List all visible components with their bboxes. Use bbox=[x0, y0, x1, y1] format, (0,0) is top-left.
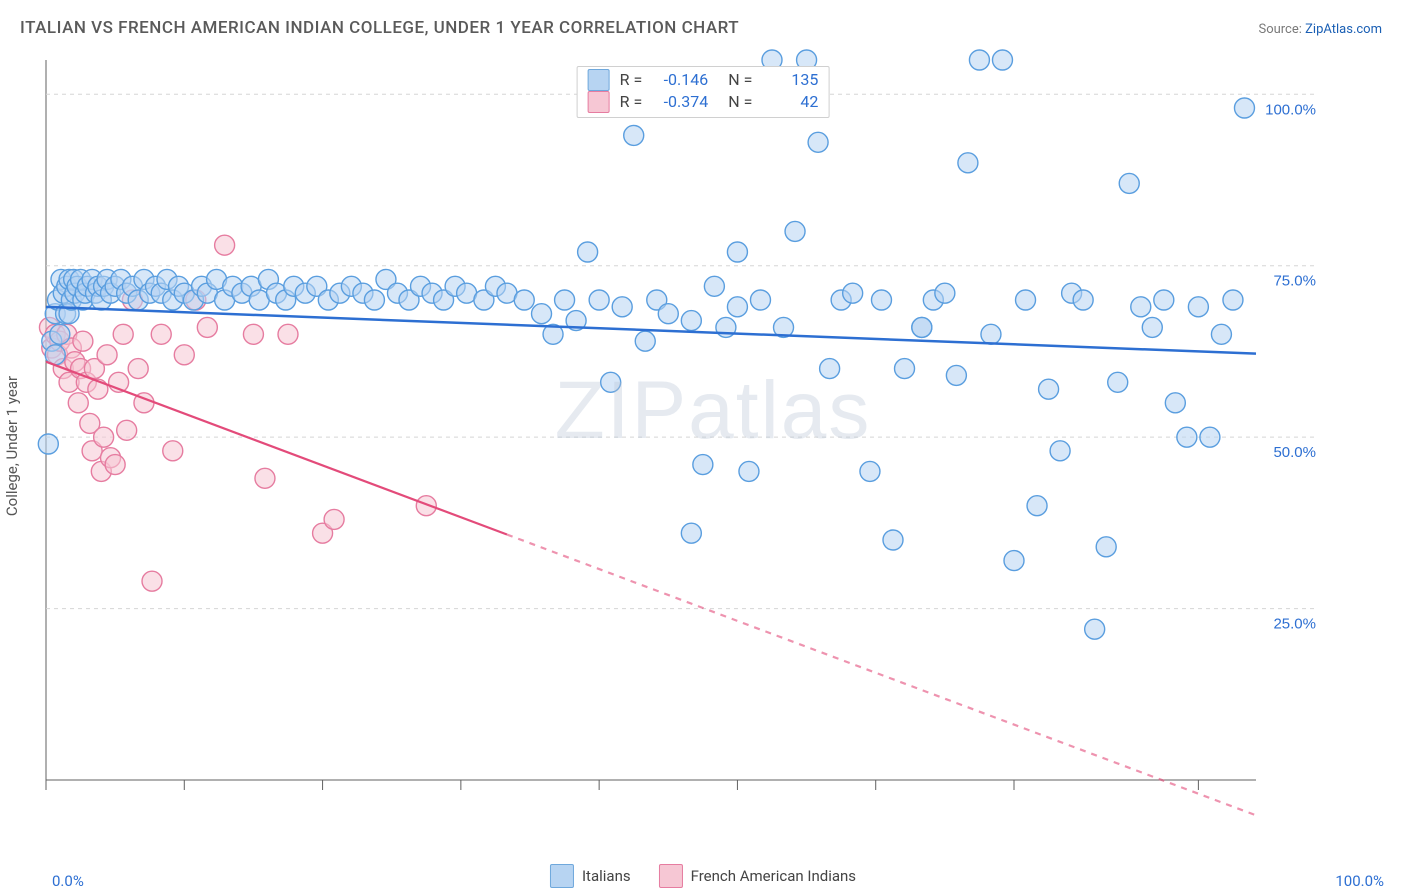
swatch-series-1 bbox=[588, 91, 610, 113]
legend-item: Italians bbox=[550, 864, 631, 888]
series-legend: Italians French American Indians bbox=[550, 864, 856, 888]
stat-n-value: 135 bbox=[762, 69, 818, 91]
y-axis-label: College, Under 1 year bbox=[3, 376, 21, 516]
legend-label: Italians bbox=[582, 867, 631, 885]
stat-label-N: N = bbox=[728, 69, 752, 91]
x-axis-min-label: 0.0% bbox=[52, 872, 84, 890]
stats-row: R = -0.146 N = 135 bbox=[588, 69, 819, 91]
legend-item: French American Indians bbox=[659, 864, 856, 888]
source-attribution: Source: ZipAtlas.com bbox=[1258, 22, 1382, 37]
stat-n-value: 42 bbox=[762, 91, 818, 113]
stat-label-N: N = bbox=[728, 91, 752, 113]
stat-label-R: R = bbox=[620, 91, 643, 113]
chart-plot-area: 25.0%50.0%75.0%100.0% ZIPatlas bbox=[46, 60, 1380, 840]
scatter-chart-svg: 25.0% 50.0% 75.0% 100.0% bbox=[46, 60, 1326, 820]
swatch-series-1 bbox=[659, 864, 683, 888]
svg-text:100.0%: 100.0% bbox=[1265, 101, 1316, 118]
correlation-stats-legend: R = -0.146 N = 135 R = -0.374 N = 42 bbox=[577, 66, 830, 118]
chart-title: ITALIAN VS FRENCH AMERICAN INDIAN COLLEG… bbox=[20, 18, 739, 38]
stat-r-value: -0.374 bbox=[652, 91, 708, 113]
legend-label: French American Indians bbox=[691, 867, 856, 885]
swatch-series-0 bbox=[550, 864, 574, 888]
source-link[interactable]: ZipAtlas.com bbox=[1305, 22, 1382, 37]
svg-text:50.0%: 50.0% bbox=[1273, 444, 1316, 461]
source-prefix: Source: bbox=[1258, 22, 1305, 37]
swatch-series-0 bbox=[588, 69, 610, 91]
stat-r-value: -0.146 bbox=[652, 69, 708, 91]
x-axis-max-label: 100.0% bbox=[1335, 872, 1384, 890]
stats-row: R = -0.374 N = 42 bbox=[588, 91, 819, 113]
svg-text:75.0%: 75.0% bbox=[1273, 273, 1316, 290]
svg-text:25.0%: 25.0% bbox=[1273, 616, 1316, 633]
stat-label-R: R = bbox=[620, 69, 643, 91]
